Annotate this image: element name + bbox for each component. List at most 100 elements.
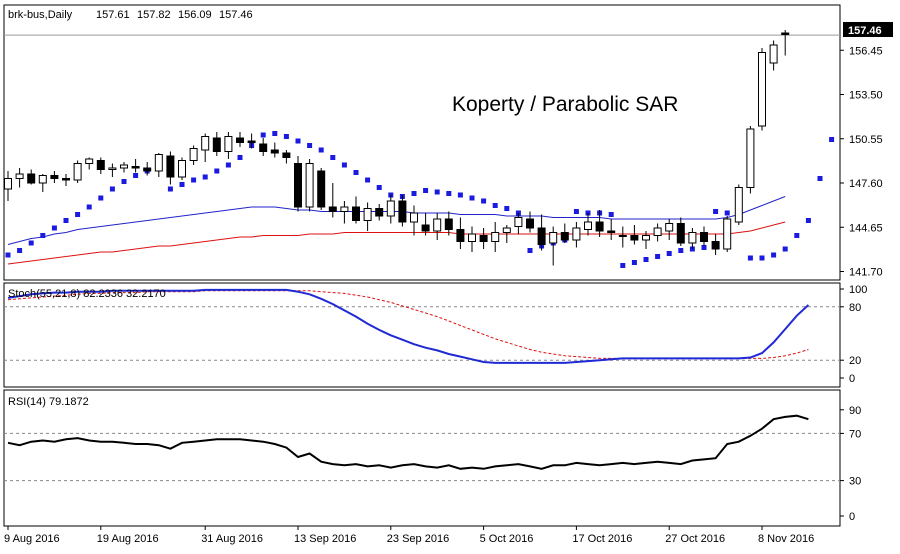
candle-body — [166, 155, 175, 178]
sar-dot — [5, 252, 11, 258]
candle-body — [560, 232, 569, 241]
rsi-line — [7, 414, 809, 470]
x-tick-label: 27 Oct 2016 — [665, 533, 725, 545]
candle-body — [769, 44, 778, 64]
candle-body — [189, 148, 198, 161]
candle-body — [433, 218, 442, 232]
candle-body — [212, 137, 221, 152]
last-price-badge — [843, 22, 893, 37]
sar-dot — [713, 209, 719, 214]
stoch-panel-frame — [3, 282, 841, 388]
rsi-y-tick-label: 90 — [849, 405, 861, 417]
x-tick-label: 31 Aug 2016 — [201, 533, 263, 545]
sar-dot — [214, 168, 220, 174]
candle-body — [491, 232, 500, 242]
sar-dot — [260, 132, 266, 138]
sar-dot — [202, 174, 208, 180]
x-tick-label: 19 Aug 2016 — [97, 533, 159, 545]
candle-body — [375, 208, 384, 217]
price-y-tick-label: 150.55 — [849, 134, 883, 146]
price-y-tick-label: 147.60 — [849, 178, 883, 190]
candle-body — [479, 235, 488, 242]
candle-body — [642, 235, 650, 241]
sar-dot — [63, 218, 69, 223]
candle-body — [224, 136, 233, 152]
candle-body — [526, 218, 534, 229]
rsi-panel-frame — [3, 389, 841, 527]
sar-dot — [805, 218, 811, 223]
sar-dot — [40, 233, 46, 238]
candle-body — [317, 170, 326, 208]
candle-body — [746, 128, 755, 188]
candle-body — [607, 230, 616, 233]
sar-dot — [28, 240, 34, 246]
candle-body — [85, 158, 94, 164]
candle-body — [294, 163, 302, 208]
sar-dot — [666, 251, 672, 256]
sar-dot — [655, 254, 661, 259]
price-header-open: 157.61 — [96, 9, 130, 21]
sar-dot — [608, 212, 614, 217]
sar-dot — [446, 191, 452, 196]
x-tick-label: 23 Sep 2016 — [387, 533, 449, 545]
sar-dot — [469, 195, 475, 201]
candle-body — [363, 208, 372, 221]
x-tick-label: 5 Oct 2016 — [480, 533, 534, 545]
candle-body — [410, 212, 418, 223]
rsi-y-tick-label: 0 — [849, 511, 855, 523]
price-y-tick-label: 141.70 — [849, 267, 883, 279]
candle-body — [549, 232, 558, 244]
candle-body — [665, 223, 674, 232]
candle-body — [305, 163, 314, 208]
candle-body — [781, 32, 790, 35]
candle-body — [328, 206, 337, 212]
price-header-low: 156.09 — [178, 9, 212, 21]
candle-body — [62, 178, 70, 181]
sar-dot — [98, 195, 104, 201]
sar-dot — [573, 209, 579, 214]
candle-body — [178, 160, 186, 178]
price-y-tick-label: 153.50 — [849, 90, 883, 102]
price-header-high: 157.82 — [137, 9, 171, 21]
sar-dot — [481, 198, 487, 204]
candle-body — [502, 227, 511, 233]
candle-body — [27, 173, 36, 184]
candle-body — [421, 224, 430, 232]
rsi-y-tick-label: 30 — [849, 476, 861, 488]
sar-dot — [817, 176, 823, 181]
rsi-y-tick-label: 70 — [849, 428, 861, 440]
stoch-series-layer — [4, 288, 840, 364]
sar-dot — [295, 138, 301, 144]
sar-dot — [272, 131, 278, 136]
sar-dot — [376, 185, 382, 190]
axis-labels-layer: 156.45 153.50 150.55 147.60 144.65 141.70 100 8… — [4, 45, 883, 545]
stoch-label: Stoch(55,21,8) 82.2336 32.2170 — [8, 288, 166, 300]
sar-dot — [457, 192, 463, 198]
candle-body — [630, 235, 639, 241]
x-tick-label: 13 Sep 2016 — [294, 533, 356, 545]
candle-body — [143, 167, 152, 172]
candle-body — [398, 200, 407, 223]
candle-body — [444, 218, 453, 230]
candle-body — [131, 166, 140, 169]
sar-dot — [504, 206, 510, 211]
rsi-label: RSI(14) 79.1872 — [8, 396, 89, 408]
envelope-upper-line — [7, 196, 786, 245]
sar-dot — [701, 245, 707, 250]
candle-body — [50, 175, 59, 179]
candle-body — [595, 221, 604, 232]
candle-body — [572, 227, 581, 241]
sar-dot — [133, 173, 139, 178]
sar-dot — [434, 189, 440, 195]
candle-body — [700, 232, 708, 242]
candle-body — [270, 149, 279, 154]
sar-dot — [237, 155, 243, 160]
sar-dot — [794, 233, 800, 238]
sar-dot — [631, 260, 637, 265]
candle-body — [676, 223, 685, 244]
candle-body — [96, 160, 105, 170]
price-series-layer — [4, 30, 840, 268]
sar-dot — [829, 137, 835, 142]
candle-body — [352, 206, 360, 221]
